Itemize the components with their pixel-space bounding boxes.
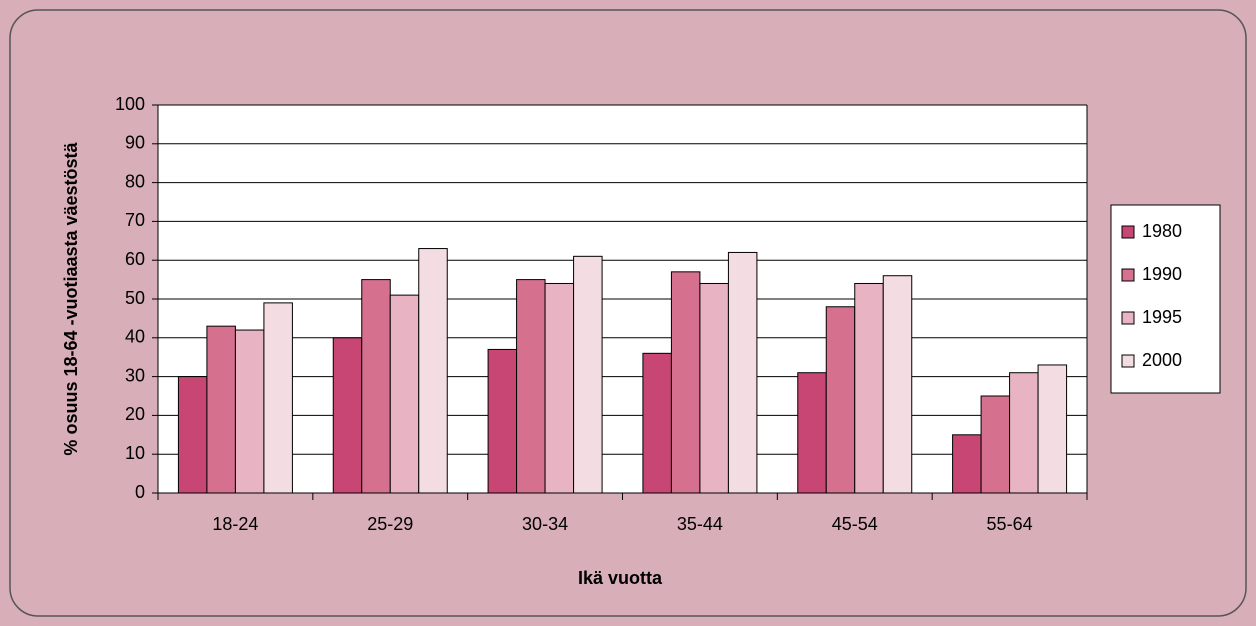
bar (487, 348, 518, 494)
x-tick-label: 18-24 (212, 514, 258, 534)
bar (573, 255, 603, 494)
y-tick-label: 60 (125, 249, 145, 269)
y-tick-label: 10 (125, 443, 145, 463)
y-axis-title: % osuus 18-64 -vuotiaasta väestöstä (61, 141, 81, 455)
legend-label: 2000 (1142, 350, 1182, 370)
legend-swatch (1121, 354, 1135, 368)
bar (882, 275, 913, 494)
bar (727, 251, 758, 494)
y-tick-label: 90 (125, 133, 145, 153)
legend-label: 1995 (1142, 307, 1182, 327)
bar (544, 282, 575, 494)
legend-swatch (1121, 311, 1135, 325)
x-axis-title: Ikä vuotta (578, 568, 663, 588)
x-tick-label: 55-64 (987, 514, 1033, 534)
x-tick-label: 45-54 (832, 514, 878, 534)
y-tick-label: 0 (135, 482, 145, 502)
bar (642, 352, 672, 494)
x-tick-label: 25-29 (367, 514, 413, 534)
bar (980, 395, 1011, 494)
bar (1009, 372, 1039, 494)
bar (854, 282, 884, 494)
bar (177, 376, 208, 494)
x-tick-label: 30-34 (522, 514, 568, 534)
bar (825, 306, 856, 494)
bar (263, 302, 293, 494)
legend-swatch (1121, 268, 1135, 282)
y-tick-label: 80 (125, 171, 145, 191)
y-tick-label: 100 (115, 94, 145, 114)
bar (361, 279, 391, 494)
legend-swatch (1121, 225, 1135, 239)
y-tick-label: 50 (125, 288, 145, 308)
y-tick-label: 40 (125, 327, 145, 347)
bar (418, 248, 448, 494)
bar (516, 279, 546, 494)
legend-label: 1990 (1142, 264, 1182, 284)
bar (332, 337, 363, 494)
y-tick-label: 70 (125, 210, 145, 230)
bar (952, 434, 982, 494)
bar (797, 372, 827, 494)
bar (234, 329, 265, 494)
y-tick-label: 30 (125, 365, 145, 385)
bar (1037, 364, 1068, 494)
bar (670, 271, 701, 494)
bar (699, 282, 729, 494)
bar (389, 294, 420, 494)
bar (206, 325, 236, 494)
x-tick-label: 35-44 (677, 514, 723, 534)
legend-label: 1980 (1142, 221, 1182, 241)
y-tick-label: 20 (125, 404, 145, 424)
